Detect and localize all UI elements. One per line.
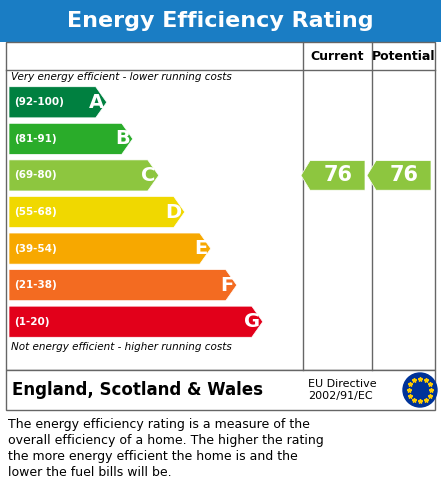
Text: Current: Current: [311, 49, 364, 63]
Text: Energy Efficiency Rating: Energy Efficiency Rating: [67, 11, 374, 31]
Text: G: G: [243, 312, 260, 331]
Text: EU Directive: EU Directive: [308, 379, 377, 389]
Text: Potential: Potential: [372, 49, 435, 63]
Polygon shape: [367, 161, 431, 190]
Polygon shape: [9, 87, 107, 118]
Text: 2002/91/EC: 2002/91/EC: [308, 391, 373, 401]
Polygon shape: [9, 160, 159, 191]
Text: lower the fuel bills will be.: lower the fuel bills will be.: [8, 466, 172, 479]
Text: (1-20): (1-20): [14, 317, 49, 327]
Bar: [6, 42, 435, 370]
Polygon shape: [9, 196, 185, 228]
Circle shape: [403, 373, 437, 407]
Bar: [6, 370, 435, 410]
Polygon shape: [9, 306, 263, 337]
Polygon shape: [301, 161, 365, 190]
Text: the more energy efficient the home is and the: the more energy efficient the home is an…: [8, 450, 298, 463]
Text: D: D: [166, 203, 182, 221]
Text: E: E: [194, 239, 208, 258]
Text: (55-68): (55-68): [14, 207, 57, 217]
Text: A: A: [89, 93, 104, 112]
Text: (21-38): (21-38): [14, 280, 57, 290]
Text: 76: 76: [324, 166, 352, 185]
Text: overall efficiency of a home. The higher the rating: overall efficiency of a home. The higher…: [8, 434, 324, 447]
Text: The energy efficiency rating is a measure of the: The energy efficiency rating is a measur…: [8, 418, 310, 431]
Text: (92-100): (92-100): [14, 97, 64, 107]
Bar: [0, 0, 441, 42]
Polygon shape: [9, 123, 133, 154]
Text: Very energy efficient - lower running costs: Very energy efficient - lower running co…: [11, 72, 232, 82]
Text: (39-54): (39-54): [14, 244, 57, 253]
Text: 76: 76: [389, 166, 419, 185]
Text: England, Scotland & Wales: England, Scotland & Wales: [12, 381, 263, 399]
Polygon shape: [9, 270, 237, 301]
Text: F: F: [220, 276, 234, 295]
Text: C: C: [142, 166, 156, 185]
Text: (81-91): (81-91): [14, 134, 56, 144]
Text: Not energy efficient - higher running costs: Not energy efficient - higher running co…: [11, 342, 232, 352]
Text: B: B: [115, 129, 130, 148]
Text: (69-80): (69-80): [14, 171, 56, 180]
Polygon shape: [9, 233, 211, 264]
